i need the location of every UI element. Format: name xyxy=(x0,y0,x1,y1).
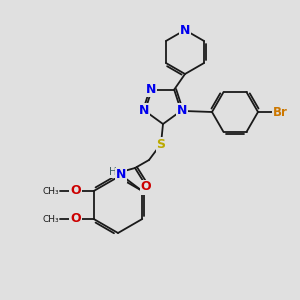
Text: O: O xyxy=(141,181,151,194)
Text: CH₃: CH₃ xyxy=(42,214,59,224)
Text: N: N xyxy=(177,104,187,117)
Text: N: N xyxy=(146,83,156,96)
Text: Br: Br xyxy=(273,106,287,118)
Text: N: N xyxy=(116,169,126,182)
Text: N: N xyxy=(180,23,190,37)
Text: O: O xyxy=(70,212,81,226)
Text: CH₃: CH₃ xyxy=(42,187,59,196)
Text: N: N xyxy=(139,104,149,117)
Text: H: H xyxy=(109,167,117,177)
Text: S: S xyxy=(157,137,166,151)
Text: O: O xyxy=(70,184,81,197)
